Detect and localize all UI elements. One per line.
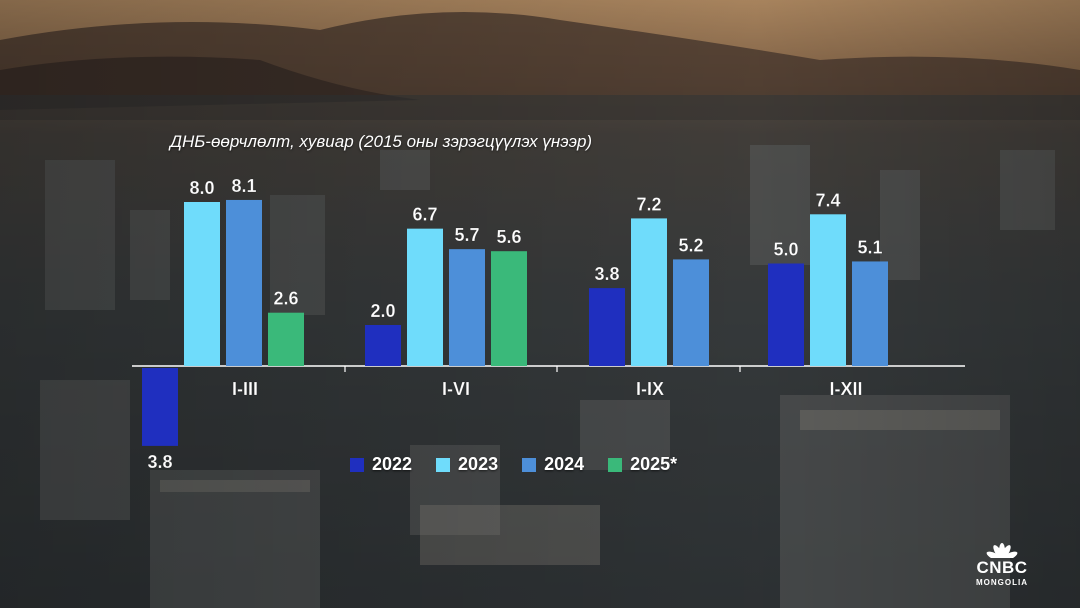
legend-swatch-2022 [350, 457, 364, 472]
legend-swatch-2024 [522, 457, 537, 472]
category-label-I-III: I-III [232, 379, 258, 399]
bar-2024-I-XII [852, 261, 888, 366]
bar-2023-I-IX [631, 218, 667, 366]
legend-label-2023: 2023 [458, 454, 499, 474]
legend-label-2025: 2025* [630, 454, 678, 474]
logo-wordmark: CNBC [976, 558, 1028, 577]
bar-2022-I-XII [768, 263, 804, 366]
bar-2022-I-III [142, 368, 178, 446]
data-label-2023-I-IX: 7.2 [636, 194, 661, 214]
peacock-icon [983, 543, 1018, 566]
legend-item-2025: 2025* [608, 454, 677, 475]
data-label-2024-I-IX: 5.2 [678, 235, 703, 255]
logo-subtitle: MONGOLIA [976, 578, 1028, 587]
bar-2022-I-VI [365, 325, 401, 366]
data-label-2024-I-VI: 5.7 [454, 225, 479, 245]
legend-item-2024: 2024 [522, 454, 584, 475]
legend-label-2022: 2022 [372, 454, 413, 474]
cnbc-mongolia-logo: CNBC MONGOLIA [972, 522, 1032, 592]
bar-2025-I-VI [491, 251, 527, 366]
data-label-2022-I-VI: 2.0 [370, 301, 395, 321]
data-label-2023-I-III: 8.0 [189, 178, 214, 198]
data-label-2024-I-III: 8.1 [231, 176, 256, 196]
data-label-2022-I-III: 3.8 [147, 452, 172, 472]
bar-2024-I-III [226, 199, 262, 366]
category-label-I-XII: I-XII [829, 379, 862, 399]
legend-item-2022: 2022 [350, 454, 412, 475]
bar-2025-I-III [268, 312, 304, 366]
bar-2023-I-XII [810, 214, 846, 366]
data-label-2025-I-VI: 5.6 [496, 227, 521, 247]
data-label-2025-I-III: 2.6 [273, 289, 298, 309]
data-label-2024-I-XII: 5.1 [857, 237, 882, 257]
category-label-I-IX: I-IX [636, 379, 664, 399]
data-label-2022-I-IX: 3.8 [594, 264, 619, 284]
data-label-2022-I-XII: 5.0 [773, 240, 798, 260]
bar-2024-I-IX [673, 259, 709, 366]
legend-swatch-2023 [436, 457, 451, 472]
chart-title: ДНБ-өөрчлөлт, хувиар (2015 оны зэрэгцүүл… [170, 132, 593, 151]
legend-label-2024: 2024 [544, 454, 585, 474]
bar-2023-I-VI [407, 228, 443, 366]
data-label-2023-I-VI: 6.7 [412, 205, 437, 225]
bar-2022-I-IX [589, 288, 625, 366]
legend-swatch-2025 [608, 457, 623, 472]
legend-item-2023: 2023 [436, 454, 498, 475]
bar-2023-I-III [184, 202, 220, 366]
bar-2024-I-VI [449, 249, 485, 366]
category-label-I-VI: I-VI [442, 379, 470, 399]
data-label-2023-I-XII: 7.4 [815, 190, 840, 210]
chart-legend: 2022 2023 2024 2025* [350, 454, 677, 475]
